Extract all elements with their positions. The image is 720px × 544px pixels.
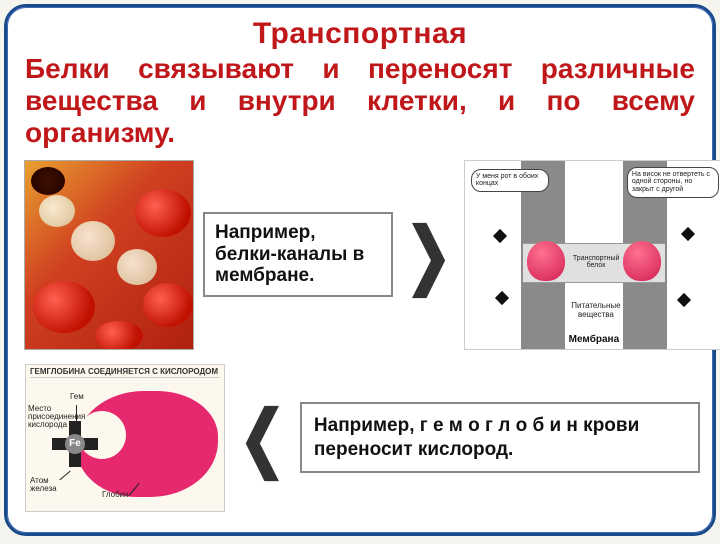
chevron-left-icon: ❯ xyxy=(239,395,286,481)
callout-line: переносит кислород. xyxy=(314,438,686,462)
slide-title: Транспортная xyxy=(25,17,695,51)
diagram-title: ГЕМГЛОБИНА СОЕДИНЯЕТСЯ С КИСЛОРОДОМ xyxy=(30,367,220,378)
protein-character-icon xyxy=(623,241,661,281)
callout-line: Например, xyxy=(215,222,381,244)
nutrient-icon xyxy=(677,292,691,306)
diagram-label: Транспортный белок xyxy=(573,255,619,269)
membrane-diagram: У меня рот в обоих концах На висок не от… xyxy=(464,160,720,350)
callout-text-spaced: г е м о г л о б и н xyxy=(420,415,578,436)
blood-cells-image xyxy=(25,161,193,349)
callout-line: Например, г е м о г л о б и н крови xyxy=(314,414,686,438)
callout-text: крови xyxy=(578,415,639,436)
diagram-label: Питательные вещества xyxy=(559,301,633,319)
diagram-label: Место присоединения кислорода xyxy=(28,405,68,430)
iron-atom: Fe xyxy=(65,434,85,454)
nutrient-icon xyxy=(681,226,695,240)
callout-line: белки-каналы в xyxy=(215,244,381,266)
diagram-footer: Мембрана xyxy=(465,334,720,345)
chevron-right-icon: ❯ xyxy=(405,212,452,298)
row-hemoglobin: ГЕМГЛОБИНА СОЕДИНЯЕТСЯ С КИСЛОРОДОМ Fe Г… xyxy=(25,364,695,512)
speech-bubble: На висок не отвертеть с одной стороны, н… xyxy=(627,167,719,198)
callout-text: кислород. xyxy=(413,439,514,460)
nutrient-icon xyxy=(495,290,509,304)
protein-character-icon xyxy=(527,241,565,281)
callout-text: ит xyxy=(392,439,413,460)
hemoglobin-diagram: ГЕМГЛОБИНА СОЕДИНЯЕТСЯ С КИСЛОРОДОМ Fe Г… xyxy=(25,364,225,512)
nutrient-icon xyxy=(493,228,507,242)
callout-membrane-channels: Например, белки-каналы в мембране. xyxy=(203,212,393,298)
row-membrane: Например, белки-каналы в мембране. ❯ У м… xyxy=(25,160,695,350)
slide-frame: Транспортная Белки связывают и переносят… xyxy=(4,4,716,536)
callout-hemoglobin: Например, г е м о г л о б и н крови пере… xyxy=(300,402,700,474)
slide-subtitle: Белки связывают и переносят различные ве… xyxy=(25,53,695,150)
diagram-label: Глобин xyxy=(102,491,129,499)
callout-line: мембране. xyxy=(215,265,381,287)
diagram-label: Гем xyxy=(70,393,84,401)
callout-text: перенос xyxy=(314,439,392,460)
callout-text: Например, xyxy=(314,415,420,436)
speech-bubble: У меня рот в обоих концах xyxy=(471,169,549,192)
